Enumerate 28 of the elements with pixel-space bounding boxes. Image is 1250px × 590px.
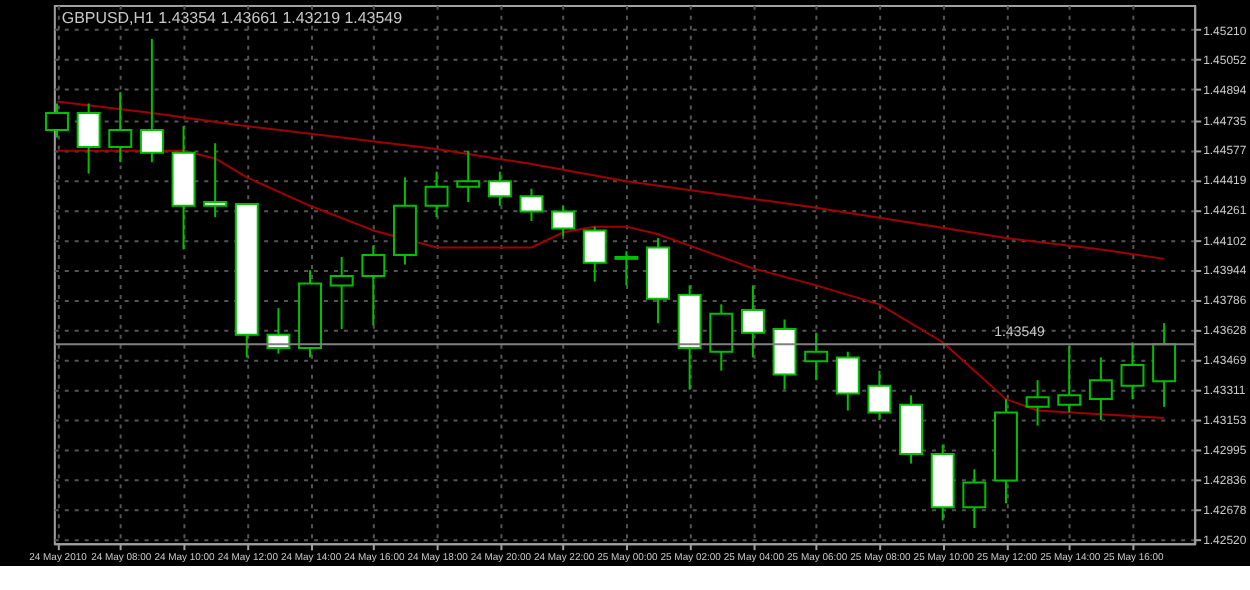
candlestick	[203, 142, 228, 219]
candlestick	[487, 170, 512, 207]
chart-title: GBPUSD,H1 1.43354 1.43661 1.43219 1.43549	[61, 8, 404, 27]
candlestick	[740, 284, 765, 359]
candlestick	[614, 250, 639, 287]
candlestick	[551, 204, 576, 238]
candlestick	[1057, 345, 1082, 414]
candlestick	[962, 468, 987, 529]
candlestick	[329, 255, 354, 330]
candlestick	[1025, 379, 1050, 427]
line-series	[55, 100, 1166, 260]
candlestick	[76, 102, 101, 175]
candlestick	[772, 318, 797, 391]
candlestick	[1152, 322, 1177, 408]
candlestick	[139, 38, 164, 164]
candlestick	[361, 244, 386, 327]
candlestick	[424, 170, 449, 219]
candlestick	[519, 187, 544, 222]
candlestick	[456, 149, 481, 204]
candlestick	[867, 369, 892, 421]
line-series	[55, 149, 1166, 420]
candlestick	[582, 225, 607, 283]
candlestick	[835, 350, 860, 412]
candlestick	[709, 303, 734, 372]
candlestick	[1088, 356, 1113, 421]
candlestick	[804, 331, 829, 382]
candlestick	[1120, 341, 1145, 401]
candlestick	[108, 91, 133, 164]
